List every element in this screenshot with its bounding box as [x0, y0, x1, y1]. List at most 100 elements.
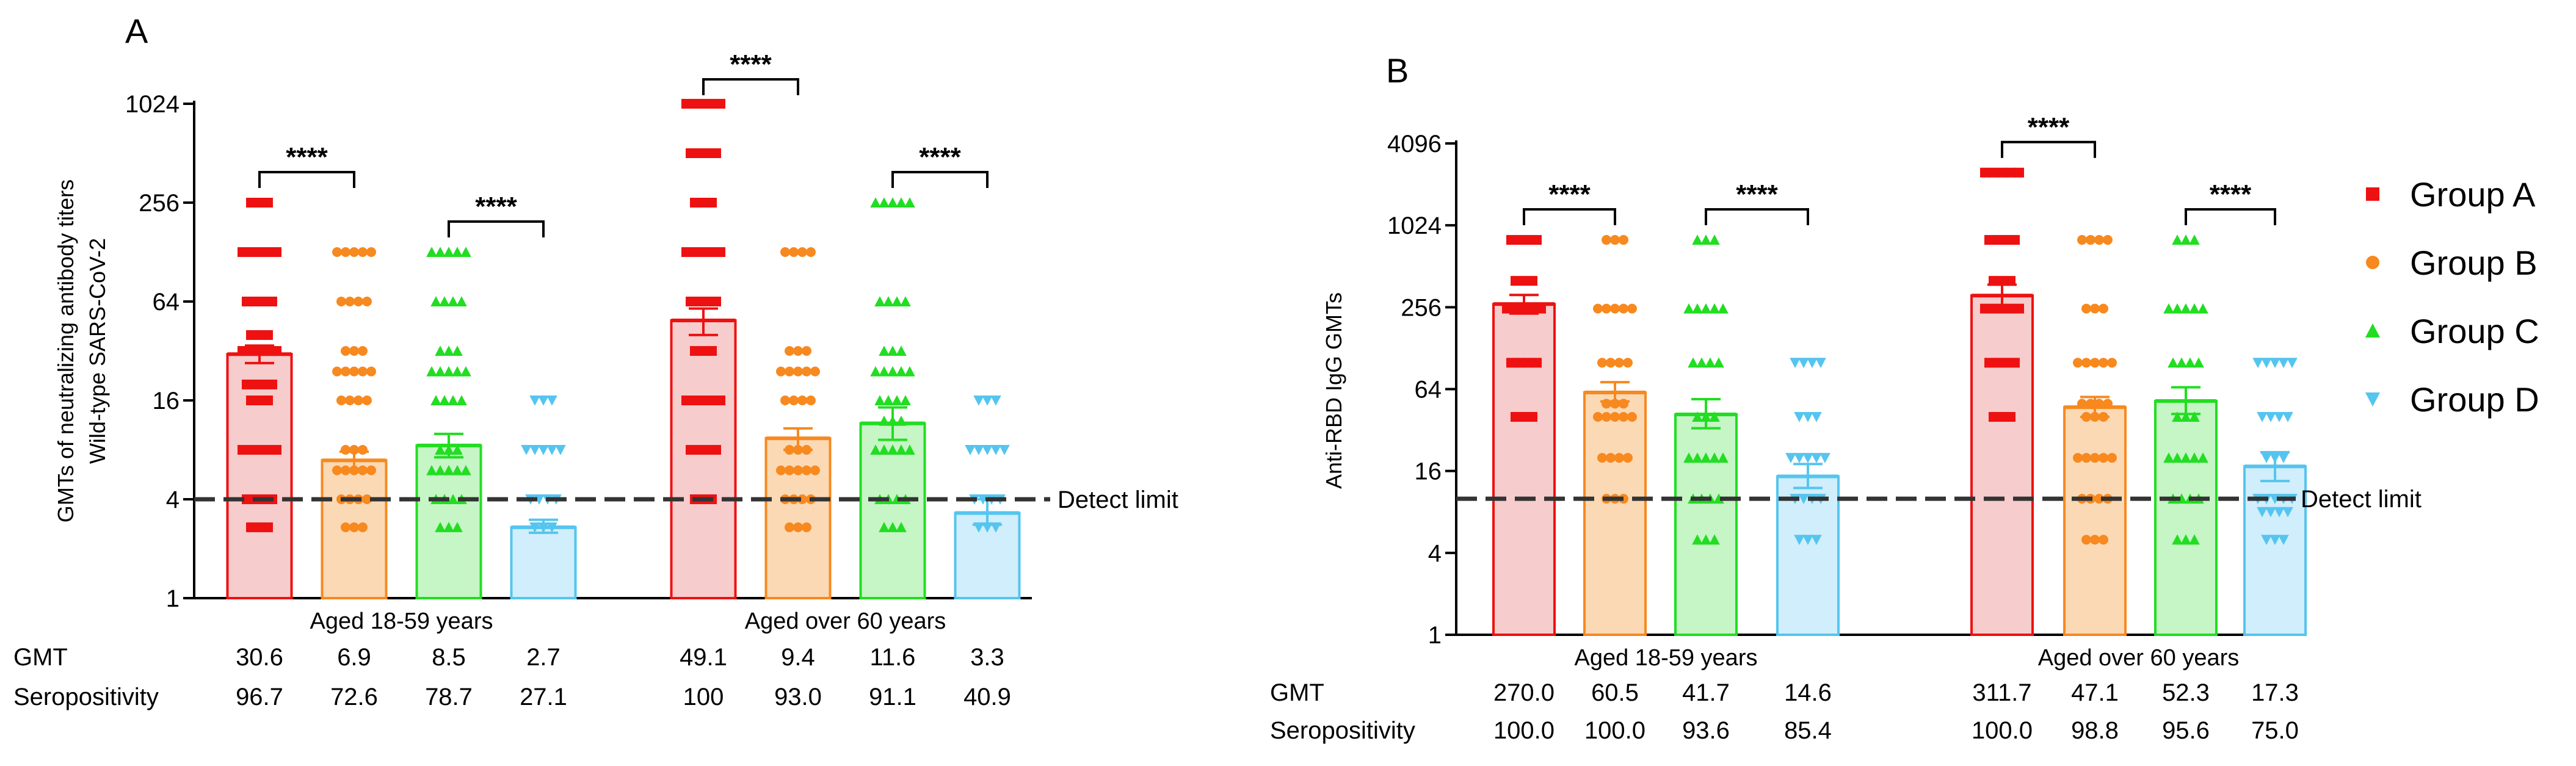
data-point — [1700, 234, 1711, 245]
data-point — [1989, 167, 1998, 178]
data-point — [1790, 358, 1801, 369]
data-point — [1794, 453, 1805, 463]
data-point — [2261, 453, 2272, 463]
data-point — [443, 345, 454, 356]
data-point — [2099, 535, 2108, 545]
data-point — [1614, 453, 1624, 463]
data-point — [887, 366, 898, 377]
data-point — [2099, 453, 2108, 463]
data-point — [711, 297, 721, 306]
bar — [1674, 413, 1738, 637]
data-points — [426, 247, 471, 532]
data-point — [2261, 535, 2272, 546]
data-point — [246, 445, 256, 455]
data-point — [2001, 358, 2011, 368]
data-point — [362, 396, 372, 405]
data-point — [1692, 303, 1703, 314]
gmt-value: 6.9 — [337, 644, 371, 671]
data-point — [780, 396, 790, 405]
data-point — [2172, 411, 2183, 422]
data-point — [1718, 303, 1729, 314]
data-point — [1989, 276, 1998, 286]
data-point — [2269, 358, 2280, 369]
data-point — [1993, 235, 2003, 245]
data-point — [546, 445, 557, 455]
significance-bracket — [448, 220, 545, 237]
data-point — [973, 396, 984, 406]
data-point — [780, 247, 790, 257]
data-point — [456, 395, 467, 405]
data-point — [1532, 235, 1542, 245]
data-point — [879, 197, 890, 208]
data-point — [707, 396, 717, 405]
data-point — [1506, 235, 1516, 245]
data-point — [1519, 411, 1529, 422]
data-point — [2090, 303, 2100, 314]
y-axis-label: Anti-RBD IgG GMTs — [1321, 292, 1346, 489]
y-axis-label: Wild-type SARS-CoV-2 — [85, 238, 110, 464]
data-point — [883, 296, 894, 306]
bar — [2063, 406, 2127, 636]
significance-label: **** — [2210, 179, 2252, 209]
data-point — [904, 197, 915, 208]
data-point — [1683, 452, 1694, 463]
data-point — [336, 396, 346, 405]
seropositivity-value: 27.1 — [520, 684, 567, 710]
data-point — [1713, 493, 1724, 504]
data-point — [443, 464, 454, 475]
gmt-value: 52.3 — [2162, 679, 2210, 706]
data-point — [2278, 358, 2289, 369]
gmt-value: 11.6 — [870, 644, 916, 671]
data-point — [341, 346, 350, 356]
data-point — [2176, 357, 2187, 368]
data-point — [259, 379, 269, 389]
data-point — [555, 445, 566, 455]
data-point — [546, 396, 557, 406]
data-point — [896, 197, 907, 208]
data-point — [776, 465, 786, 475]
data-point — [1700, 452, 1711, 463]
data-point — [2090, 453, 2100, 463]
seropositivity-value: 85.4 — [1784, 717, 1832, 744]
significance-bracket — [702, 78, 799, 95]
data-point — [690, 346, 700, 356]
data-point — [349, 346, 359, 356]
data-point — [2189, 234, 2200, 245]
y-axis-label: GMTs of neutralizing antibody titers — [53, 179, 78, 522]
data-point — [529, 396, 540, 406]
data-point — [716, 396, 725, 405]
data-point — [1993, 358, 2003, 368]
data-point — [1700, 534, 1711, 545]
data-point — [250, 297, 260, 306]
data-point — [1627, 411, 1637, 422]
bar — [1583, 391, 1647, 636]
age-group-label: Aged over 60 years — [745, 609, 946, 634]
data-point — [345, 297, 355, 306]
data-point — [1528, 303, 1537, 314]
data-point — [2278, 453, 2289, 463]
data-point — [366, 366, 376, 377]
data-point — [686, 148, 695, 158]
legend-marker — [2365, 323, 2381, 338]
data-point — [2163, 303, 2174, 314]
y-tick-label: 256 — [1401, 294, 1442, 321]
data-point — [681, 247, 691, 257]
data-point — [460, 464, 471, 475]
data-point — [900, 395, 911, 405]
data-point — [1802, 535, 1813, 546]
data-point — [1713, 357, 1724, 368]
data-point — [1506, 358, 1516, 368]
data-point — [2014, 167, 2024, 178]
seropositivity-value: 78.7 — [425, 684, 473, 710]
data-point — [242, 297, 252, 306]
data-point — [272, 445, 281, 455]
data-point — [267, 297, 277, 306]
data-point — [2274, 507, 2285, 518]
y-tick-label: 64 — [1415, 377, 1442, 403]
data-point — [358, 445, 368, 455]
data-point — [1692, 234, 1703, 245]
data-point — [1619, 235, 1628, 245]
data-point — [1511, 303, 1520, 314]
gmt-value: 3.3 — [970, 644, 1004, 671]
data-point — [870, 366, 881, 377]
